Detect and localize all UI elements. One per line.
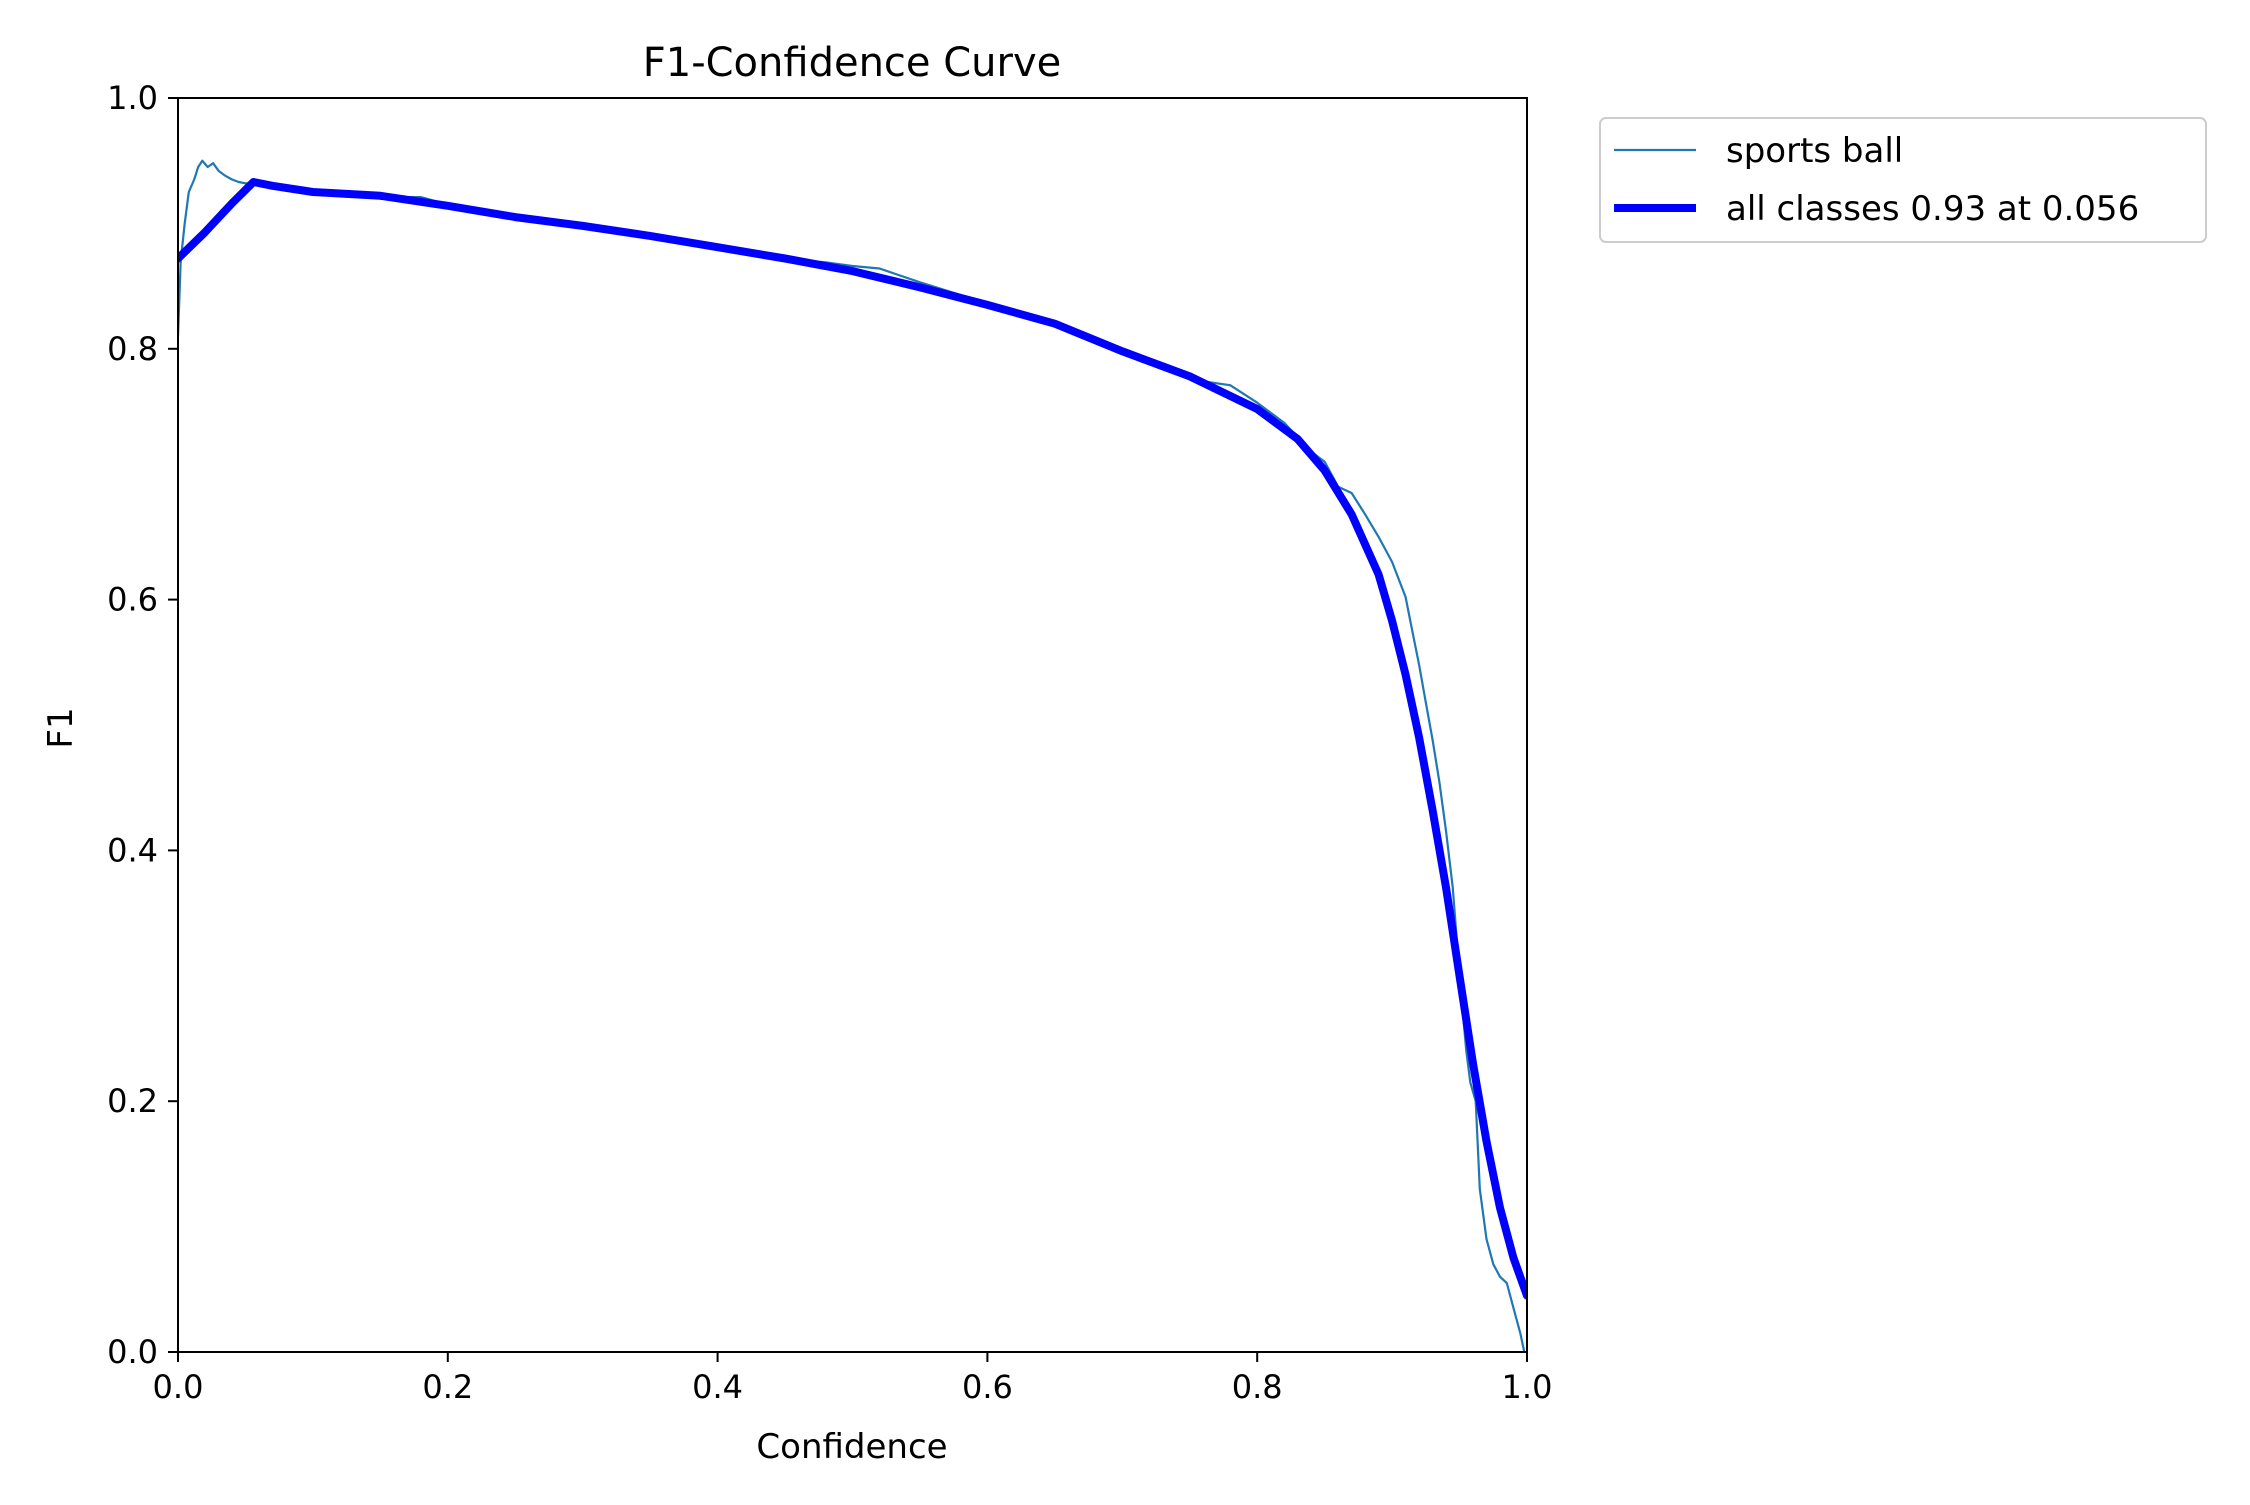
x-tick-label: 0.8: [1232, 1368, 1283, 1406]
chart-title: F1-Confidence Curve: [643, 40, 1062, 86]
x-tick-label: 1.0: [1502, 1368, 1553, 1406]
plot-frame: [177, 97, 1528, 1353]
legend-entry-label: all classes 0.93 at 0.056: [1726, 189, 2139, 229]
y-tick-label: 0.4: [107, 831, 158, 869]
x-tick-label: 0.2: [422, 1368, 473, 1406]
y-tick-label: 0.0: [107, 1333, 158, 1371]
y-tick-label: 0.8: [107, 330, 158, 368]
y-tick-label: 0.2: [107, 1082, 158, 1120]
legend: sports ball all classes 0.93 at 0.056: [1599, 117, 2207, 243]
x-axis-label: Confidence: [756, 1427, 947, 1467]
series-line-sports-ball: [178, 159, 1526, 1352]
y-tick-label: 0.6: [107, 581, 158, 619]
x-tick-label: 0.0: [153, 1368, 204, 1406]
y-axis-label: F1: [41, 707, 81, 748]
legend-entry-label: sports ball: [1726, 131, 1903, 171]
legend-box: [1599, 117, 2207, 243]
x-tick-label: 0.4: [692, 1368, 743, 1406]
y-tick-label: 1.0: [107, 79, 158, 117]
series-line-all-classes-0-93-at-0-056: [178, 178, 1527, 1300]
plot-area: 0.0 0.2 0.4 0.6 0.8 1.0 0.0 0.2 0.4 0.6 0.8 1.0: [107, 79, 1552, 1406]
x-tick-label: 0.6: [962, 1368, 1013, 1406]
